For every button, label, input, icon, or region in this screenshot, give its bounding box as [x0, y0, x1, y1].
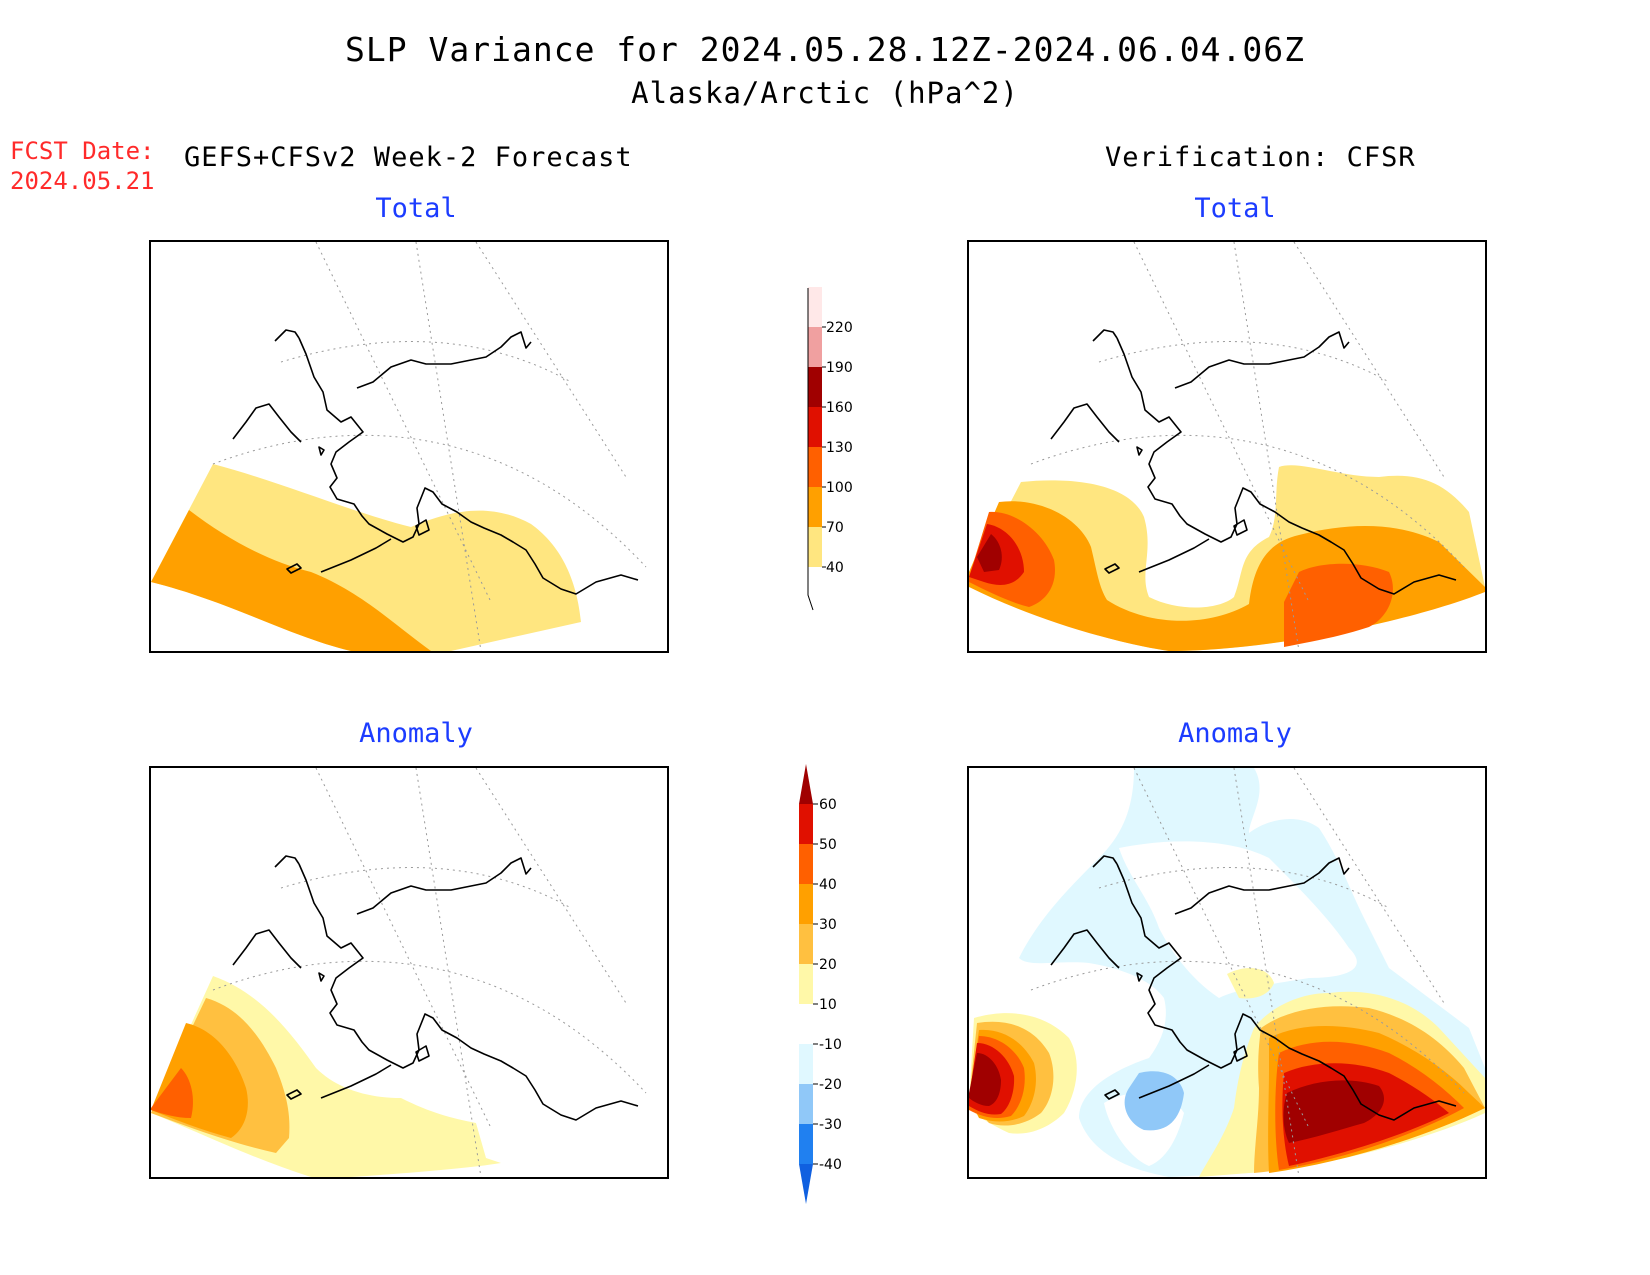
- total-colorbar-label: 190: [826, 360, 853, 376]
- anomaly-colorbar-label: -40: [819, 1157, 842, 1173]
- anomaly-colorbar-swatch: [799, 804, 813, 844]
- anomaly-colorbar-label: -30: [819, 1117, 842, 1133]
- anomaly-colorbar-label: 60: [819, 797, 837, 813]
- lat-lon-grid: [212, 768, 647, 1177]
- fill-red: [969, 1043, 1449, 1166]
- fill-orange: [151, 510, 431, 651]
- anomaly-colorbar-swatch: [799, 1164, 813, 1204]
- total-colorbar-label: 220: [826, 320, 853, 336]
- lat-lon-grid: [1030, 768, 1465, 1177]
- forecast-anomaly-title: Anomaly: [359, 718, 473, 749]
- verification-total-title: Total: [1194, 193, 1276, 224]
- anomaly-colorbar-label: -20: [819, 1077, 842, 1093]
- anomaly-colorbar-swatch: [799, 924, 813, 964]
- verification-total-map: [967, 240, 1487, 653]
- anomaly-colorbar-swatch: [799, 1084, 813, 1124]
- anomaly-colorbar-swatch: [799, 1124, 813, 1164]
- verification-total-map-canvas: [969, 242, 1485, 651]
- forecast-total-title: Total: [375, 193, 457, 224]
- forecast-anomaly-map: [149, 766, 669, 1179]
- lat-lon-grid: [1030, 242, 1465, 651]
- anomaly-colorbar-label: 10: [819, 997, 837, 1013]
- total-colorbar-label: 70: [826, 520, 844, 536]
- verification-anomaly-map: [967, 766, 1487, 1179]
- total-colorbar-swatch: [808, 327, 822, 367]
- coastline: [1050, 855, 1457, 1121]
- forecast-anomaly-map-canvas: [151, 768, 647, 1177]
- fcst-date-value: 2024.05.21: [10, 167, 155, 195]
- forecast-total-map-canvas: [151, 242, 647, 651]
- coastline: [232, 855, 639, 1121]
- fcst-date-label: FCST Date:: [10, 137, 155, 165]
- total-colorbar-swatch: [808, 367, 822, 407]
- verification-anomaly-title: Anomaly: [1178, 718, 1292, 749]
- total-colorbar-label: 130: [826, 440, 853, 456]
- anomaly-colorbar-swatch: [799, 844, 813, 884]
- total-colorbar-label: 40: [826, 560, 844, 576]
- total-colorbar-swatch: [808, 527, 822, 567]
- forecast-total-map: [149, 240, 669, 653]
- anomaly-colorbar-labels: -40 -30 -20 -10 10 20 30 40 50 60: [819, 797, 842, 1173]
- fill-dark-red: [977, 534, 1002, 572]
- anomaly-colorbar-label: -10: [819, 1037, 842, 1053]
- fill-dark-orange: [969, 511, 1393, 647]
- figure-title: SLP Variance for 2024.05.28.12Z-2024.06.…: [345, 30, 1305, 69]
- forecast-column-title: GEFS+CFSv2 Week-2 Forecast: [184, 142, 633, 173]
- anomaly-colorbar-label: 20: [819, 957, 837, 973]
- verification-column-title: Verification: CFSR: [1105, 142, 1416, 173]
- total-colorbar-outline: [807, 288, 814, 611]
- total-colorbar-swatch: [808, 287, 822, 327]
- anomaly-colorbar-label: 40: [819, 877, 837, 893]
- total-colorbar-swatch: [808, 407, 822, 447]
- fill-dark-red: [969, 1053, 1384, 1143]
- coastline: [1050, 329, 1457, 595]
- total-colorbar-label: 160: [826, 400, 853, 416]
- total-colorbar: 40 70 100 130 160 190 220: [807, 287, 853, 611]
- anomaly-colorbar-label: 50: [819, 837, 837, 853]
- anomaly-colorbar: -40 -30 -20 -10 10 20 30 40 50 60: [799, 764, 842, 1204]
- anomaly-colorbar-swatch: [799, 964, 813, 1004]
- total-colorbar-swatch: [808, 487, 822, 527]
- verification-anomaly-map-canvas: [969, 768, 1485, 1177]
- total-colorbar-labels: 40 70 100 130 160 190 220: [826, 320, 853, 576]
- total-colorbar-swatch: [808, 447, 822, 487]
- anomaly-colorbar-swatch: [799, 764, 813, 804]
- figure-subtitle: Alaska/Arctic (hPa^2): [631, 76, 1019, 110]
- anomaly-colorbar-swatch: [799, 1004, 813, 1044]
- lat-lon-grid: [212, 242, 647, 651]
- total-colorbar-label: 100: [826, 480, 853, 496]
- anomaly-colorbar-swatch: [799, 884, 813, 924]
- anomaly-colorbar-label: 30: [819, 917, 837, 933]
- anomaly-colorbar-swatch: [799, 1044, 813, 1084]
- fill-dark-orange: [151, 1068, 193, 1118]
- coastline: [232, 329, 639, 595]
